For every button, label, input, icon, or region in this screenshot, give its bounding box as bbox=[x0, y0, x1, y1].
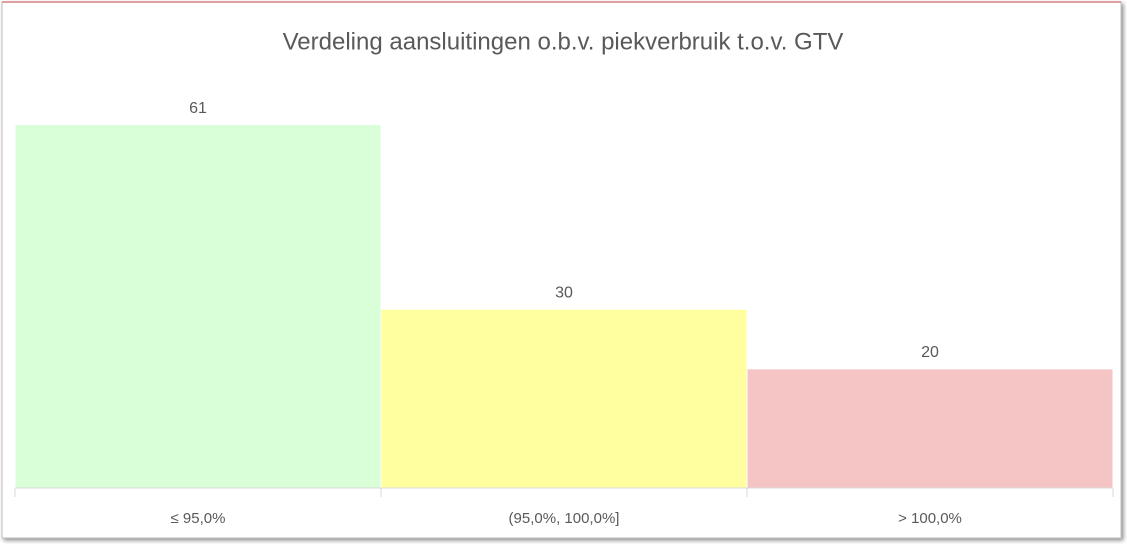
x-tick-label: ≤ 95,0% bbox=[171, 510, 226, 527]
chart-title: Verdeling aansluitingen o.b.v. piekverbr… bbox=[283, 28, 844, 55]
bar bbox=[14, 124, 382, 489]
data-label: 30 bbox=[555, 285, 573, 302]
data-label: 61 bbox=[189, 100, 207, 117]
bar bbox=[746, 368, 1114, 489]
data-label: 20 bbox=[921, 344, 939, 361]
x-tick-label: > 100,0% bbox=[898, 510, 962, 527]
x-tick-label: (95,0%, 100,0%] bbox=[509, 510, 620, 527]
bar bbox=[380, 308, 748, 489]
